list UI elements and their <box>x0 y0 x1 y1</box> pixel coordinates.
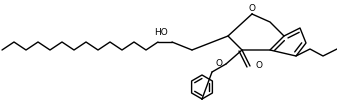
Text: O: O <box>248 4 255 12</box>
Text: O: O <box>216 60 223 68</box>
Text: O: O <box>255 61 262 70</box>
Text: HO: HO <box>154 28 168 36</box>
